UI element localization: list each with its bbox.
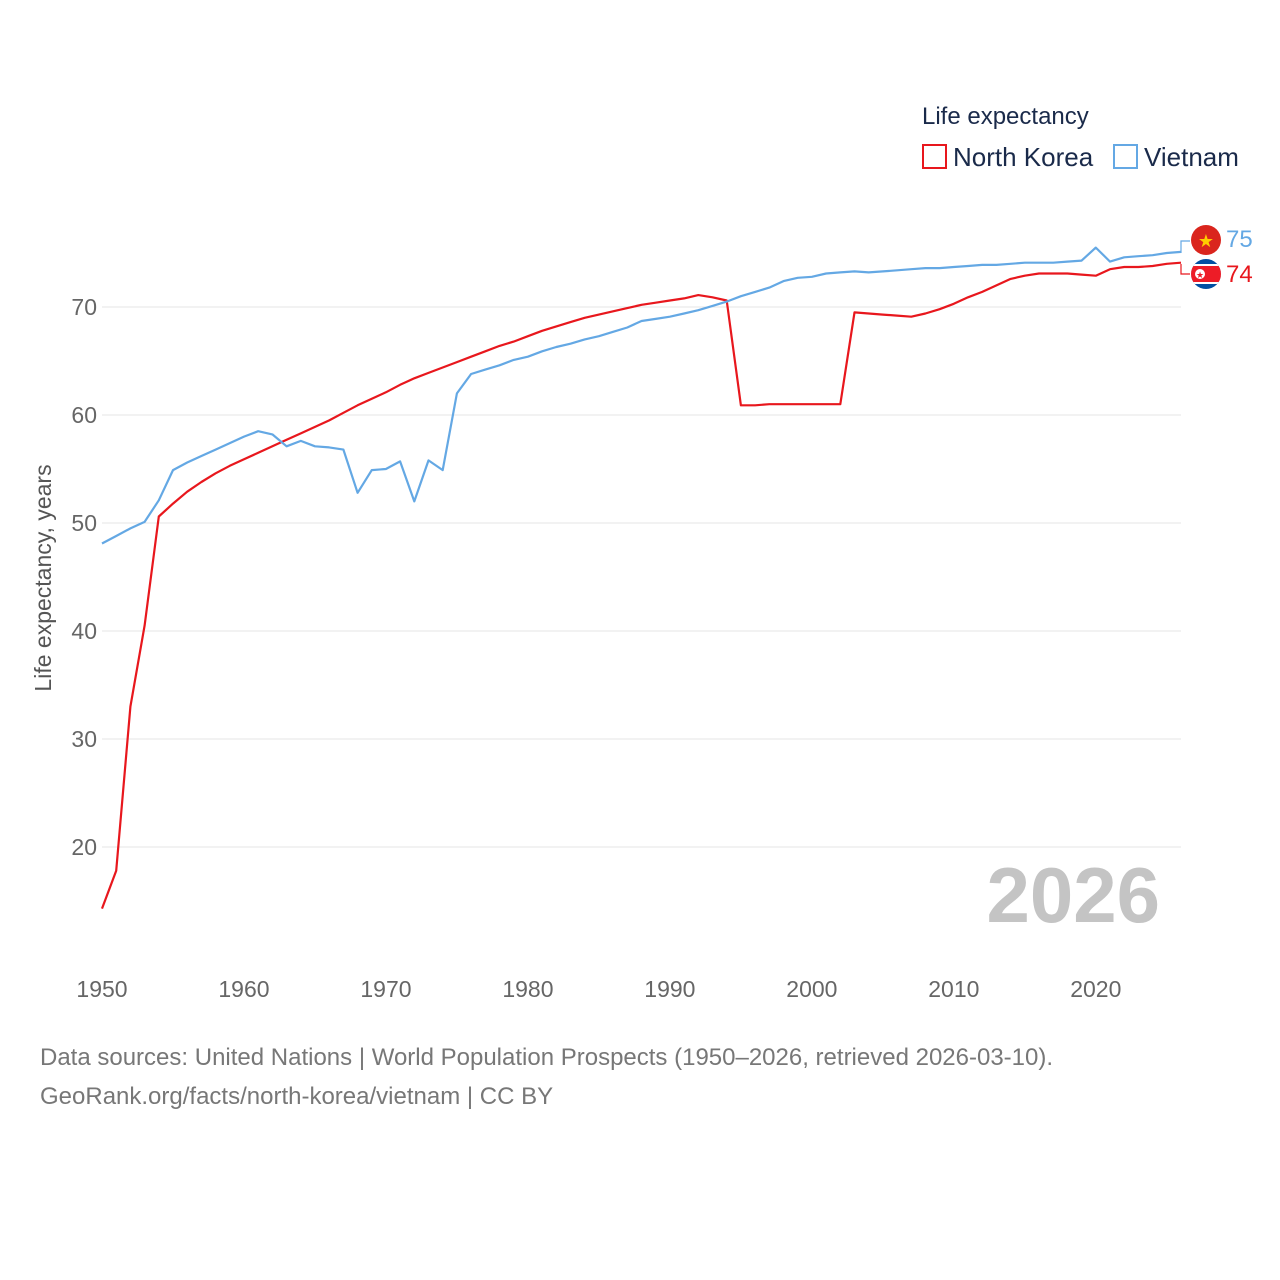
x-tick-label: 1950 [76, 976, 127, 1002]
y-axis-label: Life expectancy, years [30, 464, 56, 691]
legend-item-vietnam[interactable]: Vietnam [1113, 142, 1239, 172]
footer-sources: Data sources: United Nations | World Pop… [40, 1044, 1054, 1071]
vietnam-end-value: 75 [1226, 226, 1253, 253]
vietnam-flag-icon: ★ [1191, 225, 1221, 255]
legend-label-vietnam: Vietnam [1144, 142, 1239, 172]
legend-swatch-north-korea [922, 144, 947, 169]
y-tick-label: 20 [71, 834, 97, 860]
vietnam-leader-line [1180, 240, 1190, 253]
series-lines [100, 246, 1182, 909]
x-tick-label: 2010 [928, 976, 979, 1002]
y-tick-label: 40 [71, 618, 97, 644]
x-tick-label: 2000 [786, 976, 837, 1002]
y-axis: 20 30 40 50 60 70 [71, 294, 97, 860]
svg-text:★: ★ [1196, 271, 1204, 281]
x-axis: 1950 1960 1970 1980 1990 2000 2010 2020 [76, 976, 1121, 1002]
x-tick-label: 1960 [218, 976, 269, 1002]
series-line-vietnam[interactable] [101, 246, 1182, 545]
end-label-north-korea: ★ 74 [1180, 259, 1253, 289]
footer-attribution[interactable]: GeoRank.org/facts/north-korea/vietnam | … [40, 1083, 554, 1110]
legend-item-north-korea[interactable]: North Korea [922, 142, 1094, 172]
svg-text:★: ★ [1198, 231, 1214, 252]
legend-title: Life expectancy [922, 103, 1089, 130]
series-line-north-korea[interactable] [100, 261, 1182, 909]
gridlines [102, 306, 1181, 848]
end-label-vietnam: ★ 75 [1180, 225, 1253, 255]
y-tick-label: 50 [71, 510, 97, 536]
y-tick-label: 60 [71, 402, 97, 428]
current-year-label: 2026 [986, 851, 1160, 939]
legend[interactable]: Life expectancy North Korea Vietnam [922, 103, 1239, 172]
y-tick-label: 70 [71, 294, 97, 320]
x-tick-label: 1990 [644, 976, 695, 1002]
legend-swatch-vietnam [1113, 144, 1138, 169]
north-korea-flag-icon: ★ [1191, 259, 1221, 289]
x-tick-label: 1980 [502, 976, 553, 1002]
x-tick-label: 2020 [1070, 976, 1121, 1002]
x-tick-label: 1970 [360, 976, 411, 1002]
y-tick-label: 30 [71, 726, 97, 752]
north-korea-leader-line [1180, 264, 1190, 275]
north-korea-end-value: 74 [1226, 261, 1253, 288]
legend-label-north-korea: North Korea [953, 142, 1094, 172]
